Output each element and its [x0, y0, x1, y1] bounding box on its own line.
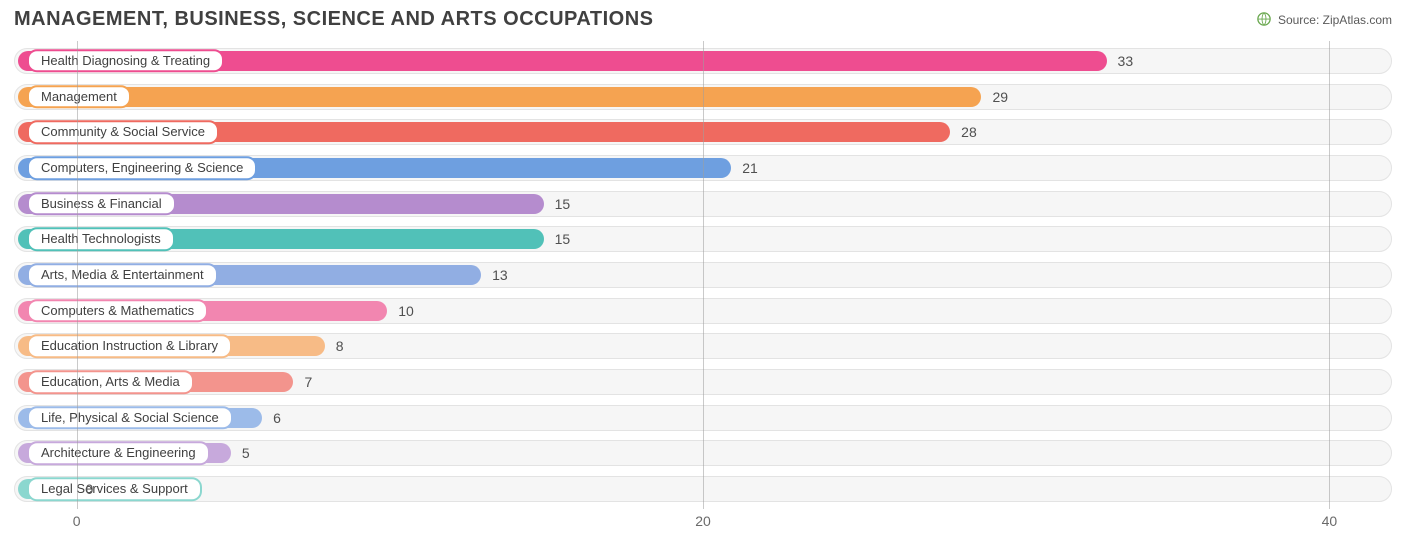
- globe-icon: [1257, 12, 1271, 26]
- chart-header: MANAGEMENT, BUSINESS, SCIENCE AND ARTS O…: [14, 8, 1392, 31]
- bar-value: 21: [742, 160, 758, 176]
- chart-source: Source: ZipAtlas.com: [1257, 12, 1392, 27]
- bar-value: 15: [555, 196, 571, 212]
- bar-label-pill: Education Instruction & Library: [27, 335, 232, 359]
- bar-label-pill: Computers & Mathematics: [27, 299, 208, 323]
- x-tick-label: 20: [695, 513, 711, 529]
- bar-value: 10: [398, 303, 414, 319]
- bar-value: 6: [273, 410, 281, 426]
- bar-value: 15: [555, 231, 571, 247]
- bar-label-pill: Life, Physical & Social Science: [27, 406, 233, 430]
- bar-label-pill: Arts, Media & Entertainment: [27, 263, 218, 287]
- bar-label-pill: Legal Services & Support: [27, 477, 202, 501]
- bar-value: 0: [86, 481, 94, 497]
- bar-label-pill: Business & Financial: [27, 192, 176, 216]
- x-tick-label: 40: [1322, 513, 1338, 529]
- bar-value: 28: [961, 124, 977, 140]
- bar-value: 33: [1118, 53, 1134, 69]
- bar-value: 7: [304, 374, 312, 390]
- bar-label-pill: Health Technologists: [27, 227, 175, 251]
- gridline: [1329, 41, 1330, 509]
- bar-value: 5: [242, 445, 250, 461]
- bar-label-pill: Community & Social Service: [27, 120, 219, 144]
- chart-title: MANAGEMENT, BUSINESS, SCIENCE AND ARTS O…: [14, 8, 653, 31]
- bar-label-pill: Education, Arts & Media: [27, 370, 194, 394]
- bar-value: 13: [492, 267, 508, 283]
- bar: [18, 87, 981, 107]
- source-label: Source:: [1278, 13, 1319, 27]
- bar-label-pill: Health Diagnosing & Treating: [27, 49, 224, 73]
- plot-area: Health Diagnosing & Treating 33 Management…: [14, 41, 1392, 531]
- x-axis: 0 20 40: [14, 509, 1392, 531]
- bar-label-pill: Architecture & Engineering: [27, 442, 210, 466]
- source-name: ZipAtlas.com: [1323, 13, 1392, 27]
- bar-value: 8: [336, 338, 344, 354]
- bar-label-pill: Computers, Engineering & Science: [27, 156, 257, 180]
- gridline: [77, 41, 78, 509]
- bar-value: 29: [992, 89, 1008, 105]
- chart-container: MANAGEMENT, BUSINESS, SCIENCE AND ARTS O…: [0, 0, 1406, 558]
- x-tick-label: 0: [73, 513, 81, 529]
- gridline: [703, 41, 704, 509]
- bar-label-pill: Management: [27, 85, 131, 109]
